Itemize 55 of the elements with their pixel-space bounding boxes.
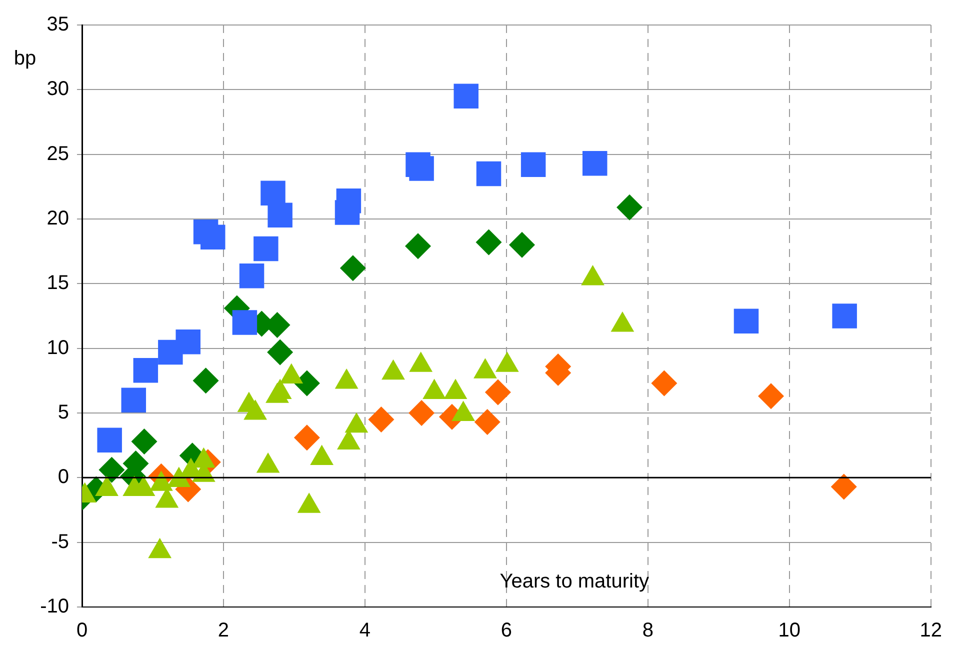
point [651,370,678,396]
x-tick-label: 0 [76,620,88,642]
point [267,339,294,366]
point [405,233,432,260]
point [476,229,502,256]
point [474,409,500,436]
point [200,224,226,250]
point [476,161,502,186]
point [582,151,608,176]
y-tick-label: 0 [58,466,69,488]
x-tick-label: 4 [359,620,371,642]
point [830,474,857,500]
point [832,304,857,328]
y-tick-label: -5 [51,530,69,553]
y-tick-label: 30 [46,78,69,100]
point [239,264,264,288]
x-tick-label: 8 [642,620,654,642]
point [294,424,320,451]
point [409,156,434,181]
point [758,383,784,410]
y-tick-label: 15 [46,272,69,294]
point [616,194,643,220]
point [454,84,478,109]
x-tick-label: 10 [778,620,801,642]
y-tick-label: 20 [46,208,69,230]
y-tick-label: 5 [58,402,69,424]
point [408,400,435,426]
point [121,388,146,412]
point [98,456,125,483]
x-tick-label: 6 [500,620,512,642]
y-tick-label: -10 [40,596,69,618]
point [294,370,320,396]
x-axis-title: Years to maturity [500,570,650,593]
point [260,180,286,206]
point [368,406,394,432]
point [268,202,292,228]
point [509,232,535,258]
point [254,236,278,262]
y-tick-label: 35 [46,14,69,36]
point [336,188,362,214]
x-tick-label: 2 [218,620,230,642]
y-tick-label: 10 [46,336,69,359]
point [131,428,158,454]
point [484,379,511,406]
point [232,310,258,335]
point [340,255,366,282]
point [192,368,219,394]
point [734,308,759,334]
point [176,329,200,354]
y-axis-title: bp [14,48,36,70]
point [520,152,546,178]
point [97,428,122,453]
y-tick-label: 25 [46,142,69,165]
x-tick-label: 12 [920,620,942,642]
point [133,358,158,383]
